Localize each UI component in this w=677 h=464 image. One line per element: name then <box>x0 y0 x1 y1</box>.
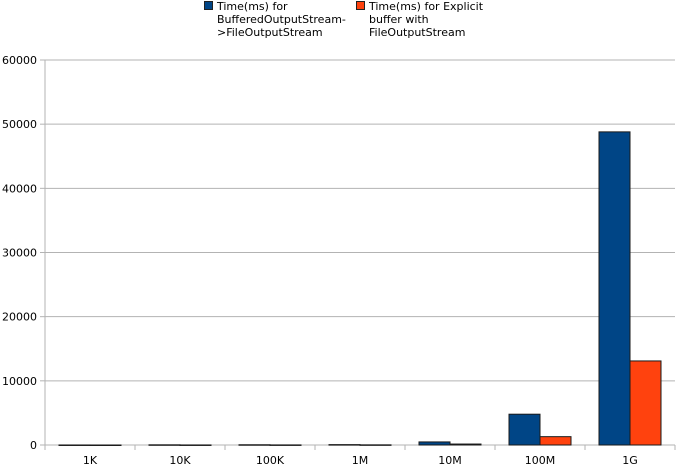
x-tick-label: 100M <box>525 454 556 464</box>
bar-buffered-10K <box>148 444 181 446</box>
legend-entry-buffered: Time(ms) for BufferedOutputStream- >File… <box>204 0 354 39</box>
bar-explicit-1M <box>359 444 392 446</box>
x-tick-label: 1K <box>83 454 98 464</box>
bar-buffered-100M <box>508 413 541 446</box>
bar-buffered-1G <box>598 131 631 446</box>
x-tick-label: 1M <box>352 454 369 464</box>
legend-swatch-buffered <box>204 1 213 10</box>
x-tick-label: 10M <box>438 454 462 464</box>
legend-swatch-explicit <box>356 1 365 10</box>
y-tick-label: 0 <box>30 439 37 452</box>
y-tick-label: 10000 <box>2 375 37 388</box>
bar-explicit-100K <box>269 444 302 446</box>
x-tick-label: 1G <box>622 454 638 464</box>
bar-explicit-1K <box>89 444 122 446</box>
y-tick-label: 20000 <box>2 311 37 324</box>
x-tick-label: 10K <box>169 454 191 464</box>
y-tick-label: 30000 <box>2 247 37 260</box>
y-tick-label: 60000 <box>2 54 37 67</box>
bar-explicit-10M <box>449 443 482 446</box>
legend-label-buffered: Time(ms) for BufferedOutputStream- >File… <box>217 0 346 39</box>
bar-buffered-1K <box>58 444 91 446</box>
bar-explicit-10K <box>179 444 212 446</box>
bar-buffered-100K <box>238 444 271 446</box>
x-tick-label: 100K <box>256 454 285 464</box>
y-tick-label: 50000 <box>2 118 37 131</box>
legend-entry-explicit: Time(ms) for Explicit buffer with FileOu… <box>356 0 496 39</box>
bar-buffered-10M <box>418 441 451 446</box>
y-tick-label: 40000 <box>2 182 37 195</box>
legend-label-explicit: Time(ms) for Explicit buffer with FileOu… <box>369 0 484 39</box>
bar-explicit-1G <box>629 360 662 446</box>
bar-explicit-100M <box>539 436 572 446</box>
bar-buffered-1M <box>328 444 361 446</box>
